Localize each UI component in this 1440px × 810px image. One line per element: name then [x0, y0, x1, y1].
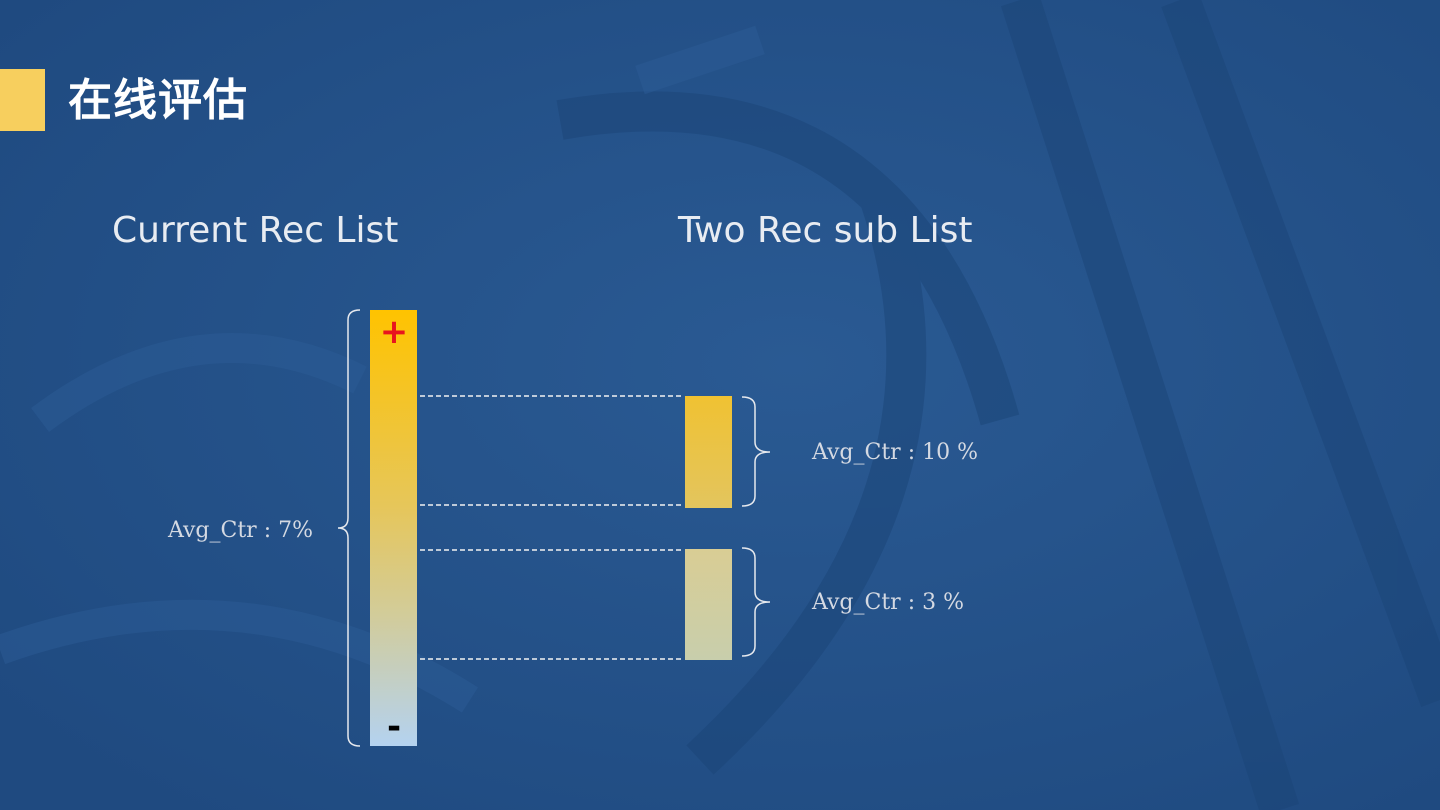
page-title: 在线评估	[68, 75, 248, 126]
current-list-brace	[337, 309, 361, 747]
sub-list-1-avg-ctr-label: Avg_Ctr : 10 %	[811, 440, 978, 465]
sub-list-2-avg-ctr-label: Avg_Ctr : 3 %	[811, 590, 964, 615]
sub-list-1-bar	[685, 396, 732, 508]
plus-marker: +	[380, 312, 409, 352]
current-rec-list-title: Current Rec List	[112, 210, 399, 251]
current-rec-list-bar	[370, 310, 417, 746]
sub-list-2-brace	[741, 547, 771, 657]
current-list-avg-ctr-label: Avg_Ctr : 7%	[167, 518, 313, 543]
sub-list-2-bar	[685, 549, 732, 660]
sub-list-1-brace	[741, 396, 771, 507]
two-rec-sub-list-title: Two Rec sub List	[678, 210, 973, 251]
title-accent-bar	[0, 69, 45, 131]
minus-marker: -	[387, 707, 401, 747]
